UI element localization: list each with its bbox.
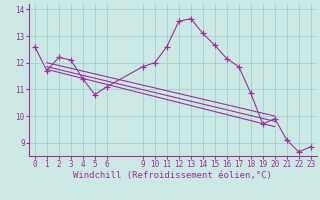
X-axis label: Windchill (Refroidissement éolien,°C): Windchill (Refroidissement éolien,°C) (73, 171, 272, 180)
